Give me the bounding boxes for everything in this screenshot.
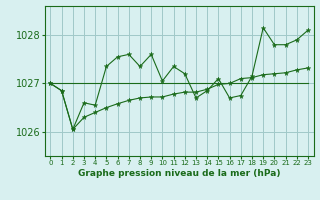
X-axis label: Graphe pression niveau de la mer (hPa): Graphe pression niveau de la mer (hPa): [78, 169, 280, 178]
